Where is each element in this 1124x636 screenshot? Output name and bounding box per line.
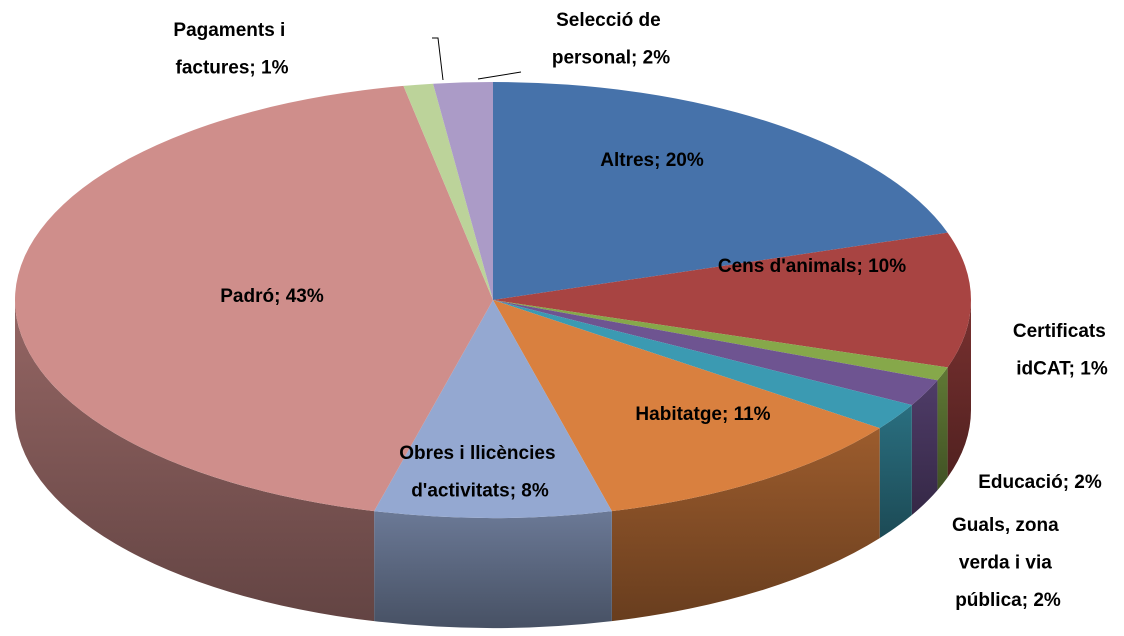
label-line: Selecció de — [556, 10, 666, 31]
leader-line — [477, 71, 522, 80]
pie-side — [937, 367, 948, 491]
label-line: d'activitats; 8% — [411, 481, 549, 502]
pie-side — [15, 300, 375, 622]
pie-sides — [15, 300, 971, 629]
label-line: Guals, zona — [952, 515, 1064, 536]
label-line: Altres; 20% — [600, 150, 704, 171]
data-label: Altres; 20% — [600, 150, 704, 171]
pie-side — [611, 428, 880, 622]
label-line: Pagaments i — [173, 20, 290, 41]
pie-slice: Altres — [493, 82, 948, 300]
pie-side — [879, 405, 912, 539]
pie-slice: Obres i llicències d'activitats — [374, 300, 612, 518]
label-line: Obres i llicències — [399, 443, 561, 464]
label-line: personal; 2% — [552, 48, 670, 69]
leader-line — [432, 37, 444, 81]
label-line: factures; 1% — [176, 58, 289, 79]
pie-side — [374, 511, 612, 629]
label-line: Cens d'animals; 10% — [718, 256, 906, 277]
pie-side — [911, 380, 938, 516]
data-label: Padró; 43% — [220, 286, 324, 307]
data-label: Obres i llicències d'activitats; 8% — [399, 443, 561, 502]
data-label: Cens d'animals; 10% — [718, 256, 906, 277]
pie-slice: Selecció de personal — [433, 82, 493, 300]
pie-tops: AltresCens d'animalsCertificats idCATEdu… — [14, 82, 971, 518]
pie-slice: Certificats idCAT — [493, 300, 948, 381]
label-line: verda i via — [959, 553, 1057, 574]
label-line: Educació; 2% — [978, 472, 1102, 493]
data-label: Certificats idCAT; 1% — [1013, 321, 1111, 380]
data-label: Educació; 2% — [978, 472, 1102, 493]
pie-side — [947, 300, 971, 478]
pie-slice: Educació — [493, 300, 938, 406]
label-line: Habitatge; 11% — [635, 404, 770, 425]
label-line: pública; 2% — [955, 590, 1061, 611]
pie-slice: Habitatge — [493, 300, 880, 512]
data-label: Selecció de personal; 2% — [552, 10, 670, 69]
pie-slice: Pagaments i factures — [403, 83, 493, 300]
label-line: Padró; 43% — [220, 286, 324, 307]
data-label: Habitatge; 11% — [635, 404, 770, 425]
data-label: Guals, zona verda i via pública; 2% — [952, 515, 1064, 611]
label-line: Certificats — [1013, 321, 1111, 342]
pie-slice: Guals, zona verda i via pública — [493, 300, 912, 429]
pie-slice: Padró — [14, 85, 493, 512]
label-line: idCAT; 1% — [1016, 359, 1108, 380]
pie-slice: Cens d'animals — [493, 232, 971, 368]
data-label: Pagaments i factures; 1% — [173, 20, 290, 79]
